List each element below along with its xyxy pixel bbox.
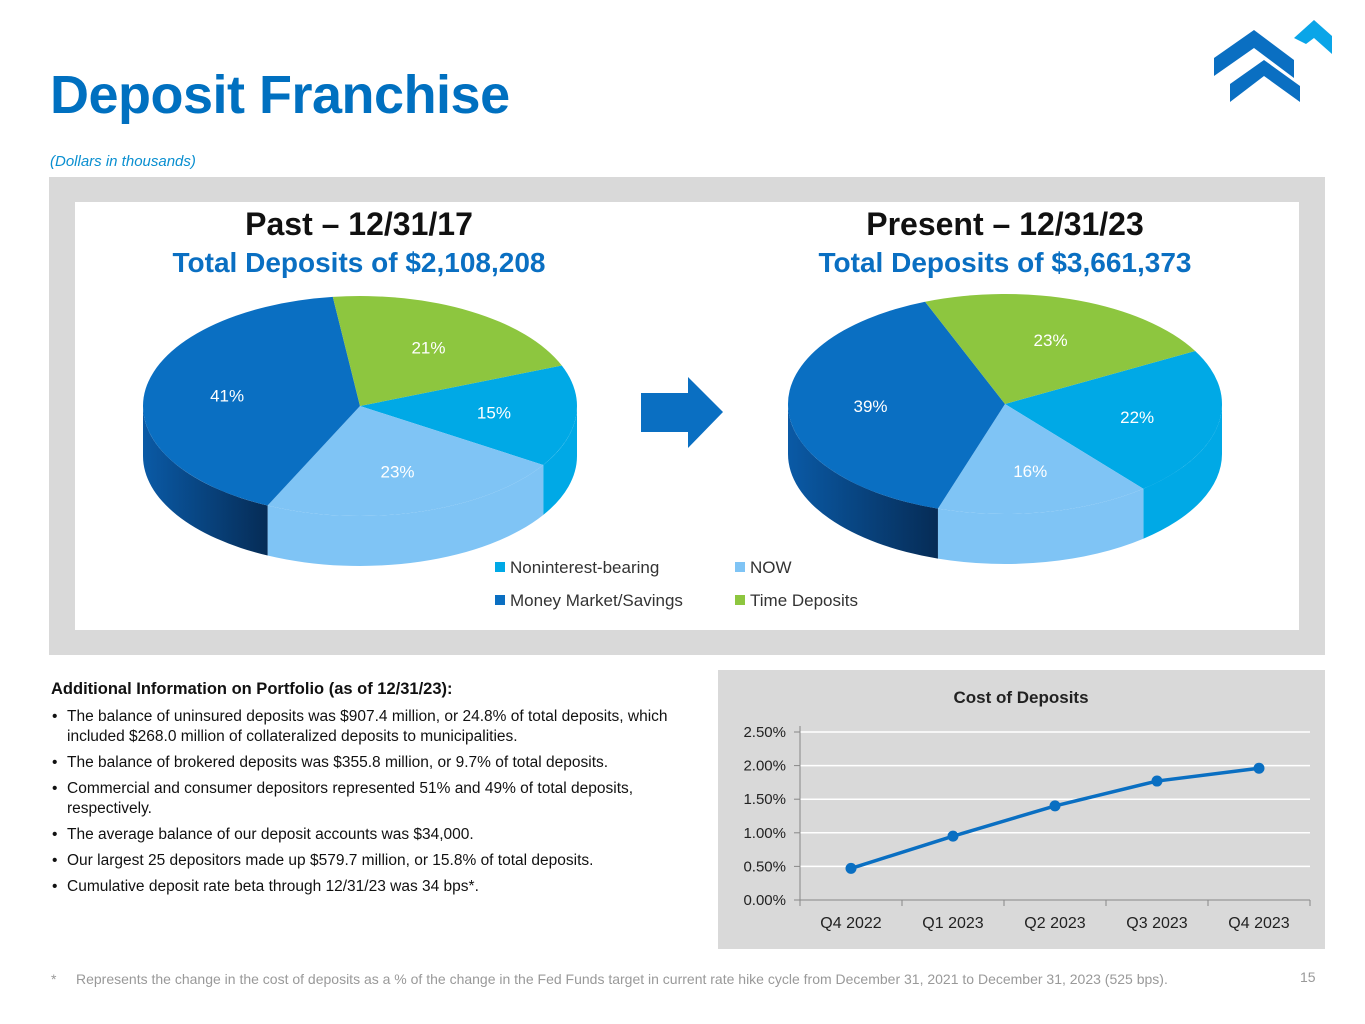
footnote-marker: *: [51, 971, 57, 987]
past-pie-slice-time-deposits: [332, 296, 562, 406]
present-pie-label-time-deposits: 23%: [1034, 331, 1068, 350]
present-pie-side-noninterest-bearing: [1143, 404, 1222, 539]
past-pie-slice-noninterest-bearing: [360, 365, 577, 465]
past-pie-chart: 15% 23% 41% 21%: [142, 296, 577, 566]
info-bullet: Our largest 25 depositors made up $579.7…: [51, 851, 701, 871]
portfolio-info: Additional Information on Portfolio (as …: [51, 680, 701, 903]
cost-of-deposits-line: [850, 766, 1260, 871]
legend-label: Time Deposits: [750, 591, 859, 610]
y-tick-label: 2.00%: [743, 758, 786, 775]
footnote: * Represents the change in the cost of de…: [51, 971, 1168, 987]
past-pie-label-now: 23%: [381, 462, 415, 481]
data-point-q3-2023: [1151, 775, 1163, 787]
past-pie-label-time-deposits: 21%: [411, 338, 445, 357]
legend-swatch-noninterest-bearing: [495, 562, 505, 572]
past-pie-label-noninterest-bearing: 15%: [477, 403, 511, 422]
past-pie-heading: Past – 12/31/17 Total Deposits of $2,108…: [79, 205, 639, 283]
logo-dark-chevron: [1214, 30, 1294, 78]
x-tick-label: Q1 2023: [922, 915, 983, 932]
data-point-q4-2022: [845, 862, 857, 874]
x-tick-label: Q2 2023: [1024, 915, 1085, 932]
x-tick-label: Q4 2023: [1228, 915, 1289, 932]
logo-light-chevron: [1294, 20, 1332, 54]
past-pie-side-noninterest-bearing: [543, 406, 577, 515]
y-tick-label: 0.50%: [743, 858, 786, 875]
legend-swatch-money-market-savings: [495, 595, 505, 605]
info-bullet: The balance of uninsured deposits was $9…: [51, 707, 701, 747]
past-pie-slice-money-market-savings: [142, 296, 360, 506]
legend-item-noninterest-bearing: Noninterest-bearing: [495, 558, 659, 578]
info-list: The balance of uninsured deposits was $9…: [51, 707, 701, 897]
legend-item-time-deposits: Time Deposits: [735, 591, 858, 611]
page-title: Deposit Franchise: [50, 65, 510, 125]
present-pie-heading: Present – 12/31/23 Total Deposits of $3,…: [725, 205, 1285, 283]
page-subtitle: (Dollars in thousands): [50, 153, 196, 170]
x-tick-label: Q3 2023: [1126, 915, 1187, 932]
cost-of-deposits-chart: Cost of Deposits 0.00% 0.50% 1.00% 1.50% 2.00…: [743, 688, 1311, 932]
past-pie-label-money-market-savings: 41%: [210, 386, 244, 405]
y-tick-label: 1.50%: [743, 791, 786, 808]
legend-item-money-market-savings: Money Market/Savings: [495, 591, 683, 611]
info-heading: Additional Information on Portfolio (as …: [51, 680, 453, 698]
footnote-text: Represents the change in the cost of dep…: [76, 971, 1168, 987]
present-pie-label-money-market-savings: 39%: [854, 397, 888, 416]
past-pie-side-now: [267, 464, 544, 566]
logo-lower-chevron: [1230, 60, 1300, 102]
legend-label: NOW: [750, 558, 792, 577]
page-number: 15: [1300, 969, 1316, 985]
info-bullet: The balance of brokered deposits was $35…: [51, 753, 701, 773]
y-tick-label: 0.00%: [743, 892, 786, 909]
legend-swatch-now: [735, 562, 745, 572]
cost-of-deposits-panel: Cost of Deposits 0.00% 0.50% 1.00% 1.50% 2.00…: [718, 670, 1325, 949]
past-pie-slice-now: [267, 406, 544, 516]
past-pie-total: Total Deposits of $2,108,208: [172, 247, 546, 278]
y-tick-label: 1.00%: [743, 825, 786, 842]
present-pie-total: Total Deposits of $3,661,373: [818, 247, 1192, 278]
pie-charts-svg: 15% 23% 41% 21% 22% 16% 39% 23%: [142, 293, 1222, 566]
present-pie-label-noninterest-bearing: 22%: [1120, 408, 1154, 427]
arrow-right-icon: [641, 377, 723, 448]
present-pie-slice-money-market-savings: [788, 301, 1005, 509]
company-logo: [1214, 20, 1332, 102]
past-pie-side-money-market-savings: [142, 406, 268, 556]
y-tick-label: 2.50%: [743, 724, 786, 741]
present-pie-side-money-market-savings: [788, 404, 938, 559]
data-point-q1-2023: [947, 830, 959, 842]
legend-label: Noninterest-bearing: [510, 558, 660, 577]
present-pie-side-now: [937, 488, 1144, 564]
present-pie-title: Present – 12/31/23: [866, 206, 1144, 242]
line-chart-title: Cost of Deposits: [953, 688, 1088, 707]
legend-swatch-time-deposits: [735, 595, 745, 605]
present-pie-slice-noninterest-bearing: [1005, 351, 1222, 489]
info-bullet: Cumulative deposit rate beta through 12/…: [51, 877, 701, 897]
x-tick-label: Q4 2022: [820, 915, 881, 932]
present-pie-slice-now: [937, 404, 1144, 514]
legend-label: Money Market/Savings: [510, 591, 683, 610]
past-pie-title: Past – 12/31/17: [245, 206, 473, 242]
info-bullet: The average balance of our deposit accou…: [51, 825, 701, 845]
present-pie-chart: 22% 16% 39% 23%: [788, 293, 1222, 564]
data-point-q4-2023: [1253, 762, 1265, 774]
present-pie-label-now: 16%: [1013, 462, 1047, 481]
info-bullet: Commercial and consumer depositors repre…: [51, 779, 701, 819]
data-point-q2-2023: [1049, 800, 1061, 812]
present-pie-slice-time-deposits: [925, 293, 1196, 404]
legend-item-now: NOW: [735, 558, 792, 578]
